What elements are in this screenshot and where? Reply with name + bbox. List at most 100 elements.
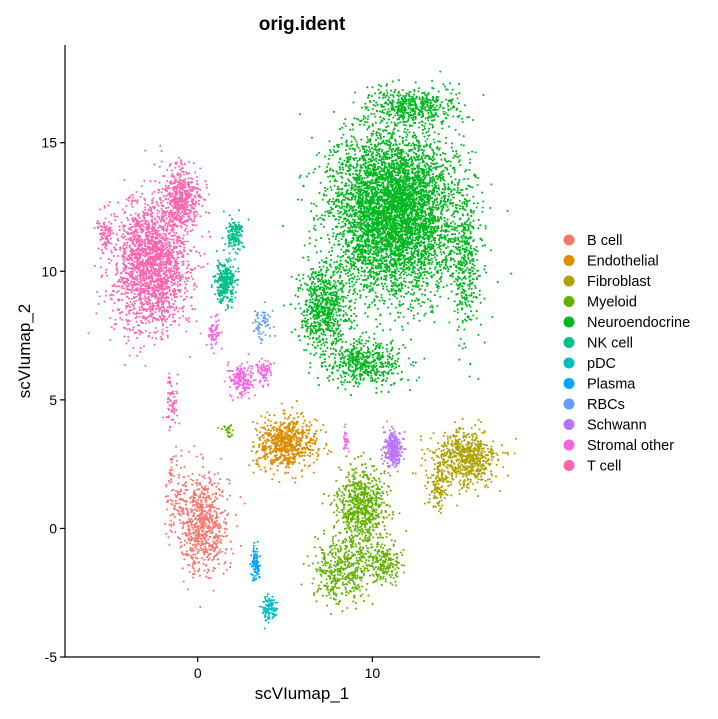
data-point bbox=[304, 451, 307, 454]
data-point bbox=[475, 474, 478, 477]
data-point bbox=[295, 420, 298, 423]
data-point bbox=[432, 432, 435, 435]
data-point bbox=[472, 453, 476, 456]
data-point bbox=[365, 507, 368, 510]
data-point bbox=[332, 200, 336, 203]
data-point bbox=[424, 469, 427, 472]
data-point bbox=[307, 172, 310, 175]
data-point bbox=[437, 501, 441, 504]
data-point bbox=[431, 181, 434, 184]
data-point bbox=[186, 514, 190, 517]
data-point bbox=[495, 475, 498, 478]
data-point bbox=[278, 429, 281, 432]
data-point bbox=[480, 447, 484, 450]
data-point bbox=[217, 426, 220, 430]
data-point bbox=[449, 464, 452, 467]
data-point bbox=[176, 459, 179, 462]
data-point bbox=[344, 560, 347, 563]
data-point bbox=[352, 525, 355, 528]
data-point bbox=[205, 575, 208, 578]
data-point bbox=[410, 116, 413, 120]
data-point bbox=[261, 456, 264, 459]
data-point bbox=[430, 490, 433, 493]
data-point bbox=[483, 450, 486, 453]
data-point bbox=[178, 519, 181, 522]
data-point bbox=[356, 497, 359, 500]
data-point bbox=[273, 455, 276, 458]
data-point bbox=[332, 511, 336, 514]
data-point bbox=[301, 454, 304, 457]
data-point bbox=[340, 494, 343, 497]
data-point bbox=[360, 533, 363, 536]
data-point bbox=[391, 160, 394, 163]
data-point bbox=[311, 449, 314, 452]
data-point bbox=[379, 578, 382, 581]
data-point bbox=[327, 238, 331, 241]
data-point bbox=[450, 483, 453, 486]
data-point bbox=[439, 507, 442, 511]
data-point bbox=[443, 451, 446, 454]
data-point bbox=[364, 561, 367, 564]
series-myeloid bbox=[217, 424, 408, 616]
data-point bbox=[359, 294, 362, 297]
data-point bbox=[369, 473, 372, 476]
data-point bbox=[369, 533, 372, 536]
data-point bbox=[366, 564, 369, 567]
data-point bbox=[202, 533, 205, 536]
data-point bbox=[175, 509, 178, 512]
data-point bbox=[351, 128, 354, 131]
data-point bbox=[383, 554, 386, 558]
data-point bbox=[477, 473, 480, 476]
data-point bbox=[459, 483, 462, 486]
data-point bbox=[202, 513, 205, 516]
data-point bbox=[291, 476, 294, 479]
data-point bbox=[336, 509, 339, 512]
data-point bbox=[455, 473, 458, 476]
data-point bbox=[189, 478, 192, 481]
data-point bbox=[445, 444, 448, 448]
data-point bbox=[273, 432, 276, 435]
data-point bbox=[333, 576, 336, 579]
data-point bbox=[182, 525, 185, 528]
data-point bbox=[437, 468, 440, 471]
data-point bbox=[469, 449, 472, 452]
data-point bbox=[357, 522, 360, 525]
data-point bbox=[268, 414, 271, 417]
data-point bbox=[284, 454, 287, 457]
data-point bbox=[349, 274, 353, 277]
data-point bbox=[382, 285, 385, 288]
data-point bbox=[498, 489, 501, 493]
data-point bbox=[262, 436, 265, 439]
data-point bbox=[468, 473, 471, 476]
data-point bbox=[437, 483, 440, 486]
data-point bbox=[201, 510, 204, 513]
data-point bbox=[347, 565, 350, 568]
data-point bbox=[454, 441, 457, 444]
data-point bbox=[267, 432, 270, 435]
data-point bbox=[411, 306, 415, 309]
data-point bbox=[295, 437, 298, 440]
data-point bbox=[440, 499, 443, 502]
data-point bbox=[200, 528, 203, 532]
data-point bbox=[189, 507, 192, 511]
data-point bbox=[351, 280, 354, 283]
data-point bbox=[481, 449, 484, 452]
data-point bbox=[366, 503, 369, 506]
data-point bbox=[398, 512, 401, 515]
data-point bbox=[172, 507, 175, 510]
data-point bbox=[477, 478, 480, 481]
data-point bbox=[334, 565, 337, 568]
data-point bbox=[301, 475, 304, 478]
data-point bbox=[224, 522, 228, 525]
data-point bbox=[433, 483, 436, 486]
data-point bbox=[442, 449, 445, 452]
data-point bbox=[297, 416, 300, 419]
data-point bbox=[384, 510, 388, 513]
data-point bbox=[420, 464, 423, 467]
data-point bbox=[374, 517, 377, 520]
data-point bbox=[301, 448, 304, 451]
data-point bbox=[191, 565, 194, 568]
data-point bbox=[273, 414, 276, 417]
data-point bbox=[400, 281, 403, 284]
